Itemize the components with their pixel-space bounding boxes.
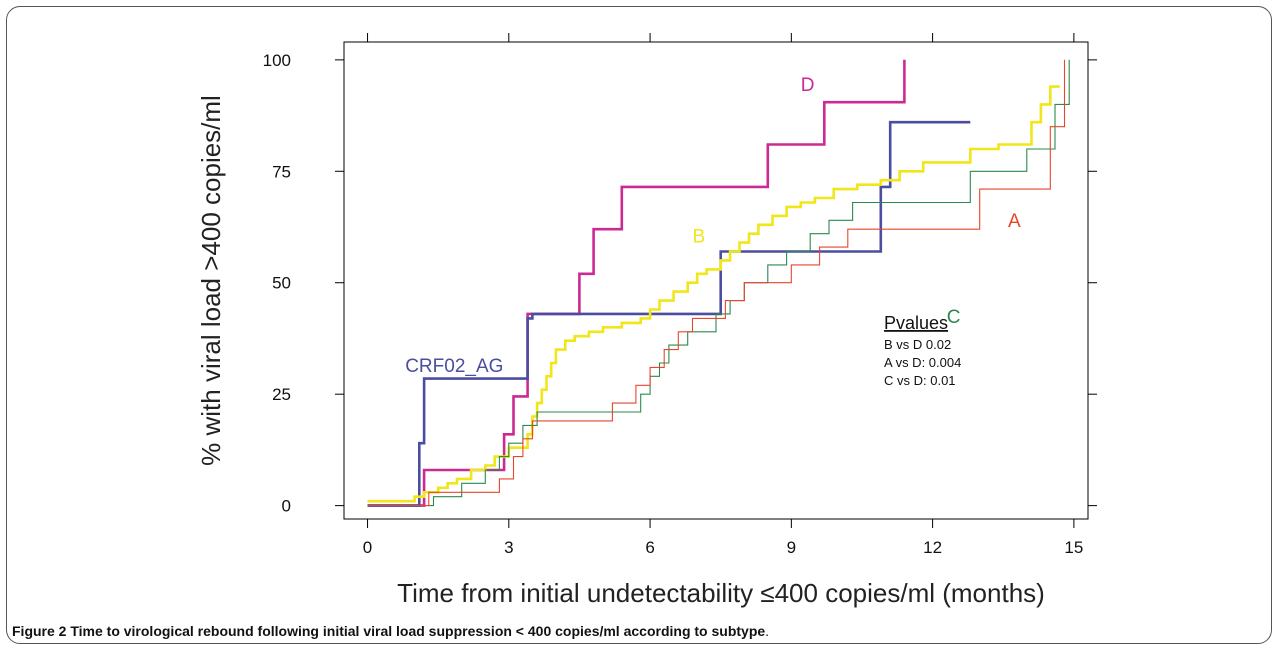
series-label-d: D — [801, 75, 815, 96]
figure-caption: Figure 2 Time to virological rebound fol… — [12, 623, 769, 639]
survival-chart: 0 3 6 9 12 15 0 25 50 75 100 Time from initial unde… — [196, 33, 1097, 608]
y-tick-label: 50 — [272, 274, 291, 293]
x-tick-label: 15 — [1064, 538, 1083, 557]
y-axis-title: % with viral load >400 copies/ml — [196, 95, 226, 466]
x-tick-label: 0 — [363, 538, 372, 557]
pvalue-line: C vs D: 0.01 — [884, 373, 956, 388]
figure-frame: 0 3 6 9 12 15 0 25 50 75 100 Time from initial unde… — [6, 6, 1272, 644]
series-label-a: A — [1008, 211, 1021, 232]
series-line-crf02-ag — [367, 120, 971, 507]
series-label-c: C — [947, 307, 961, 328]
x-tick-label: 6 — [645, 538, 654, 557]
x-tick-label: 3 — [504, 538, 513, 557]
x-tick-label: 9 — [787, 538, 796, 557]
y-tick-label: 75 — [272, 162, 291, 181]
plot-border — [343, 41, 1089, 520]
series-label-crf02-ag: CRF02_AG — [405, 356, 503, 377]
y-tick-label: 100 — [263, 51, 291, 70]
series-line-c — [367, 59, 1070, 507]
x-axis-title: Time from initial undetectability ≤400 c… — [397, 578, 1045, 608]
y-tick-label: 25 — [272, 385, 291, 404]
y-tick-label: 0 — [282, 497, 291, 516]
caption-bold: Figure 2 Time to virological rebound fol… — [12, 623, 766, 639]
series-line-b — [367, 85, 1060, 503]
pvalue-line: B vs D 0.02 — [884, 337, 951, 352]
series-line-d — [367, 59, 906, 507]
pvalue-line: A vs D: 0.004 — [884, 355, 961, 370]
caption-tail: . — [765, 623, 770, 639]
series-label-b: B — [692, 227, 705, 248]
series-line-a — [367, 59, 1066, 507]
x-tick-label: 12 — [923, 538, 942, 557]
pvalues-title: Pvalues — [884, 313, 948, 333]
